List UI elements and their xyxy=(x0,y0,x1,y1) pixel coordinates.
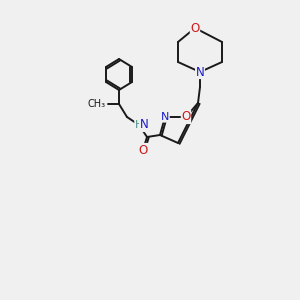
Text: O: O xyxy=(190,22,200,34)
Text: N: N xyxy=(196,65,204,79)
Text: H: H xyxy=(135,120,143,130)
Text: O: O xyxy=(182,110,190,124)
Text: N: N xyxy=(161,112,169,122)
Text: O: O xyxy=(138,143,148,157)
Text: N: N xyxy=(140,118,148,131)
Text: CH₃: CH₃ xyxy=(88,99,106,109)
